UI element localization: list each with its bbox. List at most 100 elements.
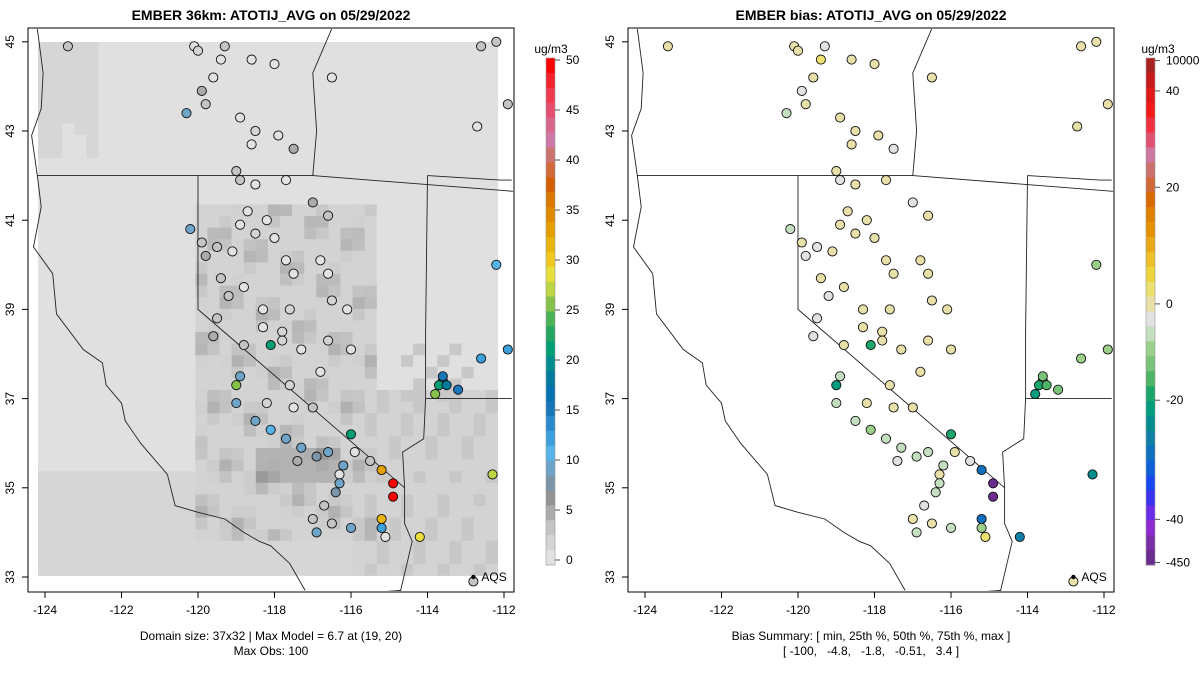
grid-cell — [437, 53, 450, 66]
grid-cell — [183, 540, 196, 553]
grid-cell — [425, 204, 438, 217]
grid-cell — [292, 88, 305, 101]
grid-cell — [316, 262, 329, 275]
grid-cell — [425, 274, 438, 286]
grid-cell — [74, 262, 87, 275]
grid-cell — [159, 494, 172, 507]
ca-nv-border — [197, 175, 405, 489]
grid-cell — [413, 540, 426, 553]
grid-cell — [171, 366, 184, 379]
grid-cell — [50, 390, 63, 402]
grid-cell — [50, 355, 63, 368]
grid-cell — [195, 332, 208, 344]
grid-cell — [146, 158, 160, 170]
grid-cell — [50, 146, 63, 159]
grid-cell — [86, 517, 99, 530]
colorbar-swatch — [546, 505, 555, 521]
grid-cell — [159, 366, 172, 379]
grid-cell — [74, 216, 87, 228]
bias-marker — [850, 228, 861, 239]
colorbar-swatch — [1146, 132, 1155, 148]
colorbar-tick-label: 15 — [566, 403, 580, 417]
grid-cell — [485, 459, 499, 472]
colorbar-swatch — [546, 132, 555, 148]
bias-marker — [877, 326, 888, 337]
grid-cell — [449, 494, 462, 507]
grid-cell — [171, 355, 184, 368]
grid-cell — [292, 297, 305, 310]
colorbar-swatch — [1146, 505, 1155, 521]
grid-cell — [267, 459, 281, 472]
grid-cell — [352, 216, 365, 228]
y-tick-label: 37 — [3, 392, 17, 406]
grid-cell — [401, 343, 414, 356]
grid-cell — [388, 436, 402, 449]
colorbar-swatch — [546, 356, 555, 372]
grid-cell — [207, 564, 220, 576]
grid-cell — [243, 413, 257, 426]
grid-cell — [110, 355, 123, 368]
grid-cell — [134, 448, 148, 460]
grid-cell — [425, 320, 438, 333]
site-marker — [277, 335, 288, 346]
grid-cell — [110, 529, 123, 542]
grid-cell — [388, 169, 402, 182]
site-marker — [231, 380, 242, 391]
bias-marker — [896, 442, 907, 453]
bias-marker — [831, 380, 842, 391]
grid-cell — [376, 204, 390, 217]
grid-cell — [437, 158, 450, 170]
grid-cell — [195, 192, 208, 205]
grid-cell — [292, 250, 305, 263]
site-marker — [338, 460, 349, 471]
grid-cell — [195, 285, 208, 298]
grid-cell — [110, 517, 123, 530]
grid-cell — [401, 53, 414, 66]
grid-cell — [280, 540, 293, 553]
grid-cell — [328, 436, 341, 449]
grid-cell — [38, 506, 51, 518]
grid-cell — [413, 192, 426, 205]
grid-cell — [328, 424, 341, 437]
grid-cell — [485, 123, 499, 136]
grid-cell — [110, 146, 123, 159]
grid-cell — [243, 401, 257, 414]
grid-cell — [38, 366, 51, 379]
grid-cell — [473, 320, 486, 333]
grid-cell — [98, 448, 111, 460]
site-marker — [437, 371, 448, 382]
grid-cell — [267, 436, 281, 449]
grid-cell — [461, 285, 474, 298]
grid-cell — [413, 65, 426, 78]
colorbar-swatch — [1146, 296, 1155, 312]
grid-cell — [62, 274, 75, 286]
grid-cell — [316, 436, 329, 449]
grid-cell — [280, 506, 293, 518]
grid-cell — [38, 250, 51, 263]
grid-cell — [449, 274, 462, 286]
grid-cell — [316, 204, 329, 217]
grid-cell — [171, 564, 184, 576]
bias-marker — [846, 139, 857, 150]
grid-cell — [280, 285, 293, 298]
grid-cell — [425, 146, 438, 159]
site-marker — [380, 531, 391, 542]
grid-cell — [352, 482, 365, 495]
grid-cell — [122, 158, 136, 170]
grid-cell — [401, 332, 414, 344]
bias-marker — [926, 72, 937, 83]
grid-cell — [364, 506, 378, 518]
grid-cell — [267, 274, 281, 286]
grid-cell — [183, 366, 196, 379]
x-tick-label: -118 — [263, 603, 286, 617]
grid-cell — [110, 181, 123, 194]
grid-cell — [255, 378, 269, 391]
grid-cell — [38, 390, 51, 402]
grid-cell — [171, 517, 184, 530]
grid-cell — [437, 216, 450, 228]
grid-cell — [207, 366, 220, 379]
grid-cell — [171, 181, 184, 194]
bias-marker — [846, 54, 857, 65]
grid-cell — [352, 227, 365, 240]
grid-cell — [74, 308, 87, 321]
